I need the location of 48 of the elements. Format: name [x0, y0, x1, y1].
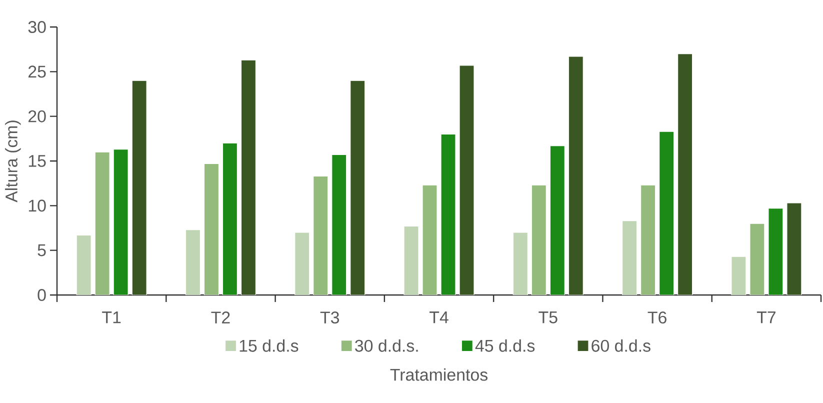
y-tick-label: 5	[38, 244, 46, 256]
bar	[459, 65, 474, 295]
bar	[731, 256, 746, 295]
bar	[76, 234, 92, 295]
bar	[422, 184, 438, 295]
y-tick-label: 20	[28, 110, 46, 122]
bar	[568, 56, 584, 295]
bar	[222, 142, 238, 295]
x-axis-title: Tratamientos	[390, 368, 488, 381]
bar	[550, 146, 565, 295]
legend-label: 15 d.d.s	[240, 339, 298, 352]
bar	[768, 208, 784, 295]
x-tick-label: T6	[648, 312, 666, 324]
bar	[204, 163, 220, 295]
y-tick-label: 0	[38, 289, 46, 301]
y-tick-label: 10	[28, 200, 46, 212]
x-tick-label: T2	[211, 312, 230, 324]
bar	[531, 184, 546, 295]
y-tick-label: 15	[28, 155, 46, 167]
bar	[294, 232, 310, 295]
y-axis-title: Altura (cm)	[5, 120, 21, 202]
x-tick-label: T4	[430, 312, 448, 324]
bar	[659, 131, 674, 295]
x-tick-label: T5	[538, 312, 558, 324]
bar	[350, 80, 366, 295]
bar	[404, 226, 419, 295]
bar	[678, 53, 693, 295]
bar	[622, 220, 638, 295]
bar	[313, 176, 328, 295]
y-tick-label: 30	[28, 21, 46, 33]
legend-label: 30 d.d.s.	[355, 339, 418, 352]
bar	[132, 80, 147, 295]
x-tick-label: T3	[320, 312, 340, 324]
bar	[640, 184, 656, 295]
bar	[94, 152, 110, 295]
bar	[750, 223, 765, 295]
bar	[512, 232, 528, 295]
bar	[185, 229, 201, 295]
legend-label: 45 d.d.s	[475, 339, 535, 352]
bar	[240, 60, 256, 295]
x-tick-label: T1	[102, 312, 121, 324]
bar	[440, 134, 456, 295]
bar	[332, 154, 347, 295]
y-tick-label: 25	[28, 66, 46, 78]
x-tick-label: T7	[756, 312, 776, 324]
bar	[786, 202, 802, 295]
legend-label: 60 d.d.s	[592, 339, 650, 352]
bar	[113, 149, 128, 295]
